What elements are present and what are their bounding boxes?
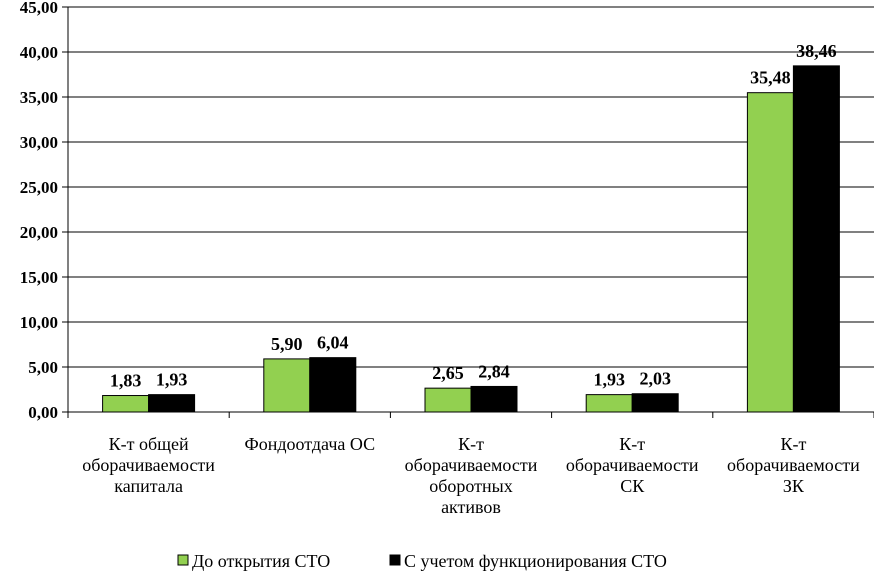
data-label: 35,48 bbox=[750, 68, 791, 88]
bar bbox=[148, 394, 196, 413]
data-label: 2,03 bbox=[639, 369, 671, 389]
bar bbox=[424, 387, 472, 413]
legend-swatch bbox=[177, 554, 189, 566]
x-tick-label-line: Фондоотдача ОС bbox=[244, 434, 375, 454]
data-label: 1,93 bbox=[593, 370, 625, 390]
x-tick-label-line: оборачиваемости bbox=[405, 455, 538, 475]
y-tick-label: 45,00 bbox=[20, 0, 58, 17]
bar bbox=[102, 395, 150, 413]
x-tick-label-line: К-т bbox=[458, 434, 484, 454]
bars bbox=[102, 65, 840, 413]
y-tick-label: 20,00 bbox=[20, 223, 58, 242]
data-label: 38,46 bbox=[796, 41, 837, 61]
x-tick-label-line: оборотных bbox=[429, 476, 513, 496]
legend: До открытия СТО С учетом функционирования… bbox=[177, 551, 667, 571]
bar bbox=[631, 393, 679, 413]
data-label: 1,93 bbox=[156, 370, 188, 390]
bar bbox=[792, 65, 840, 413]
x-tick-label-line: капитала bbox=[114, 476, 183, 496]
bar bbox=[470, 385, 518, 413]
data-label: 5,90 bbox=[271, 334, 303, 354]
x-tick-label: Фондоотдача ОС bbox=[244, 434, 375, 454]
x-tick-label-line: К-т bbox=[780, 434, 806, 454]
bar bbox=[263, 358, 311, 413]
x-tick-label-line: ЗК bbox=[783, 476, 805, 496]
y-tick-label: 10,00 bbox=[20, 313, 58, 332]
legend-label: С учетом функционирования СТО bbox=[404, 551, 667, 571]
bar bbox=[746, 92, 794, 413]
x-tick-label: К-т оборачиваемости СК bbox=[566, 434, 699, 496]
bar bbox=[309, 357, 357, 413]
x-tick-label: К-т общей оборачиваемости капитала bbox=[82, 434, 215, 496]
data-label: 2,65 bbox=[432, 363, 464, 383]
data-label: 6,04 bbox=[317, 333, 349, 353]
legend-swatch bbox=[389, 554, 401, 566]
y-tick-label: 25,00 bbox=[20, 178, 58, 197]
y-tick-label: 30,00 bbox=[20, 133, 58, 152]
bar bbox=[585, 394, 633, 413]
y-tick-label: 15,00 bbox=[20, 268, 58, 287]
value-labels: 1,83 1,93 5,90 6,04 2,65 2,84 1,93 2,03 35,4838,… bbox=[110, 41, 837, 391]
x-tick-label-line: оборачиваемости bbox=[566, 455, 699, 475]
x-axis: К-т общей оборачиваемости капиталаФондоотд… bbox=[67, 411, 874, 517]
gridlines bbox=[68, 6, 874, 413]
x-tick-label-line: активов bbox=[441, 497, 501, 517]
x-tick-label: К-т оборачиваемости оборотных активов bbox=[405, 434, 538, 517]
x-tick-label-line: оборачиваемости bbox=[727, 455, 860, 475]
x-tick-label-line: оборачиваемости bbox=[82, 455, 215, 475]
x-tick-label-line: К-т bbox=[619, 434, 645, 454]
data-label: 1,83 bbox=[110, 371, 142, 391]
x-tick-label-line: К-т общей bbox=[109, 434, 189, 454]
data-label: 2,84 bbox=[478, 361, 510, 381]
x-tick-label-line: СК bbox=[620, 476, 645, 496]
x-tick-label: К-т оборачиваемости ЗК bbox=[727, 434, 860, 496]
y-tick-label: 5,00 bbox=[28, 358, 58, 377]
y-tick-label: 40,00 bbox=[20, 43, 58, 62]
legend-label: До открытия СТО bbox=[192, 551, 330, 571]
y-axis: 0,00 5,00 10,00 15,00 20,00 25,00 30,00 35,00 40… bbox=[20, 0, 69, 422]
y-tick-label: 35,00 bbox=[20, 88, 58, 107]
y-tick-label: 0,00 bbox=[28, 403, 58, 422]
